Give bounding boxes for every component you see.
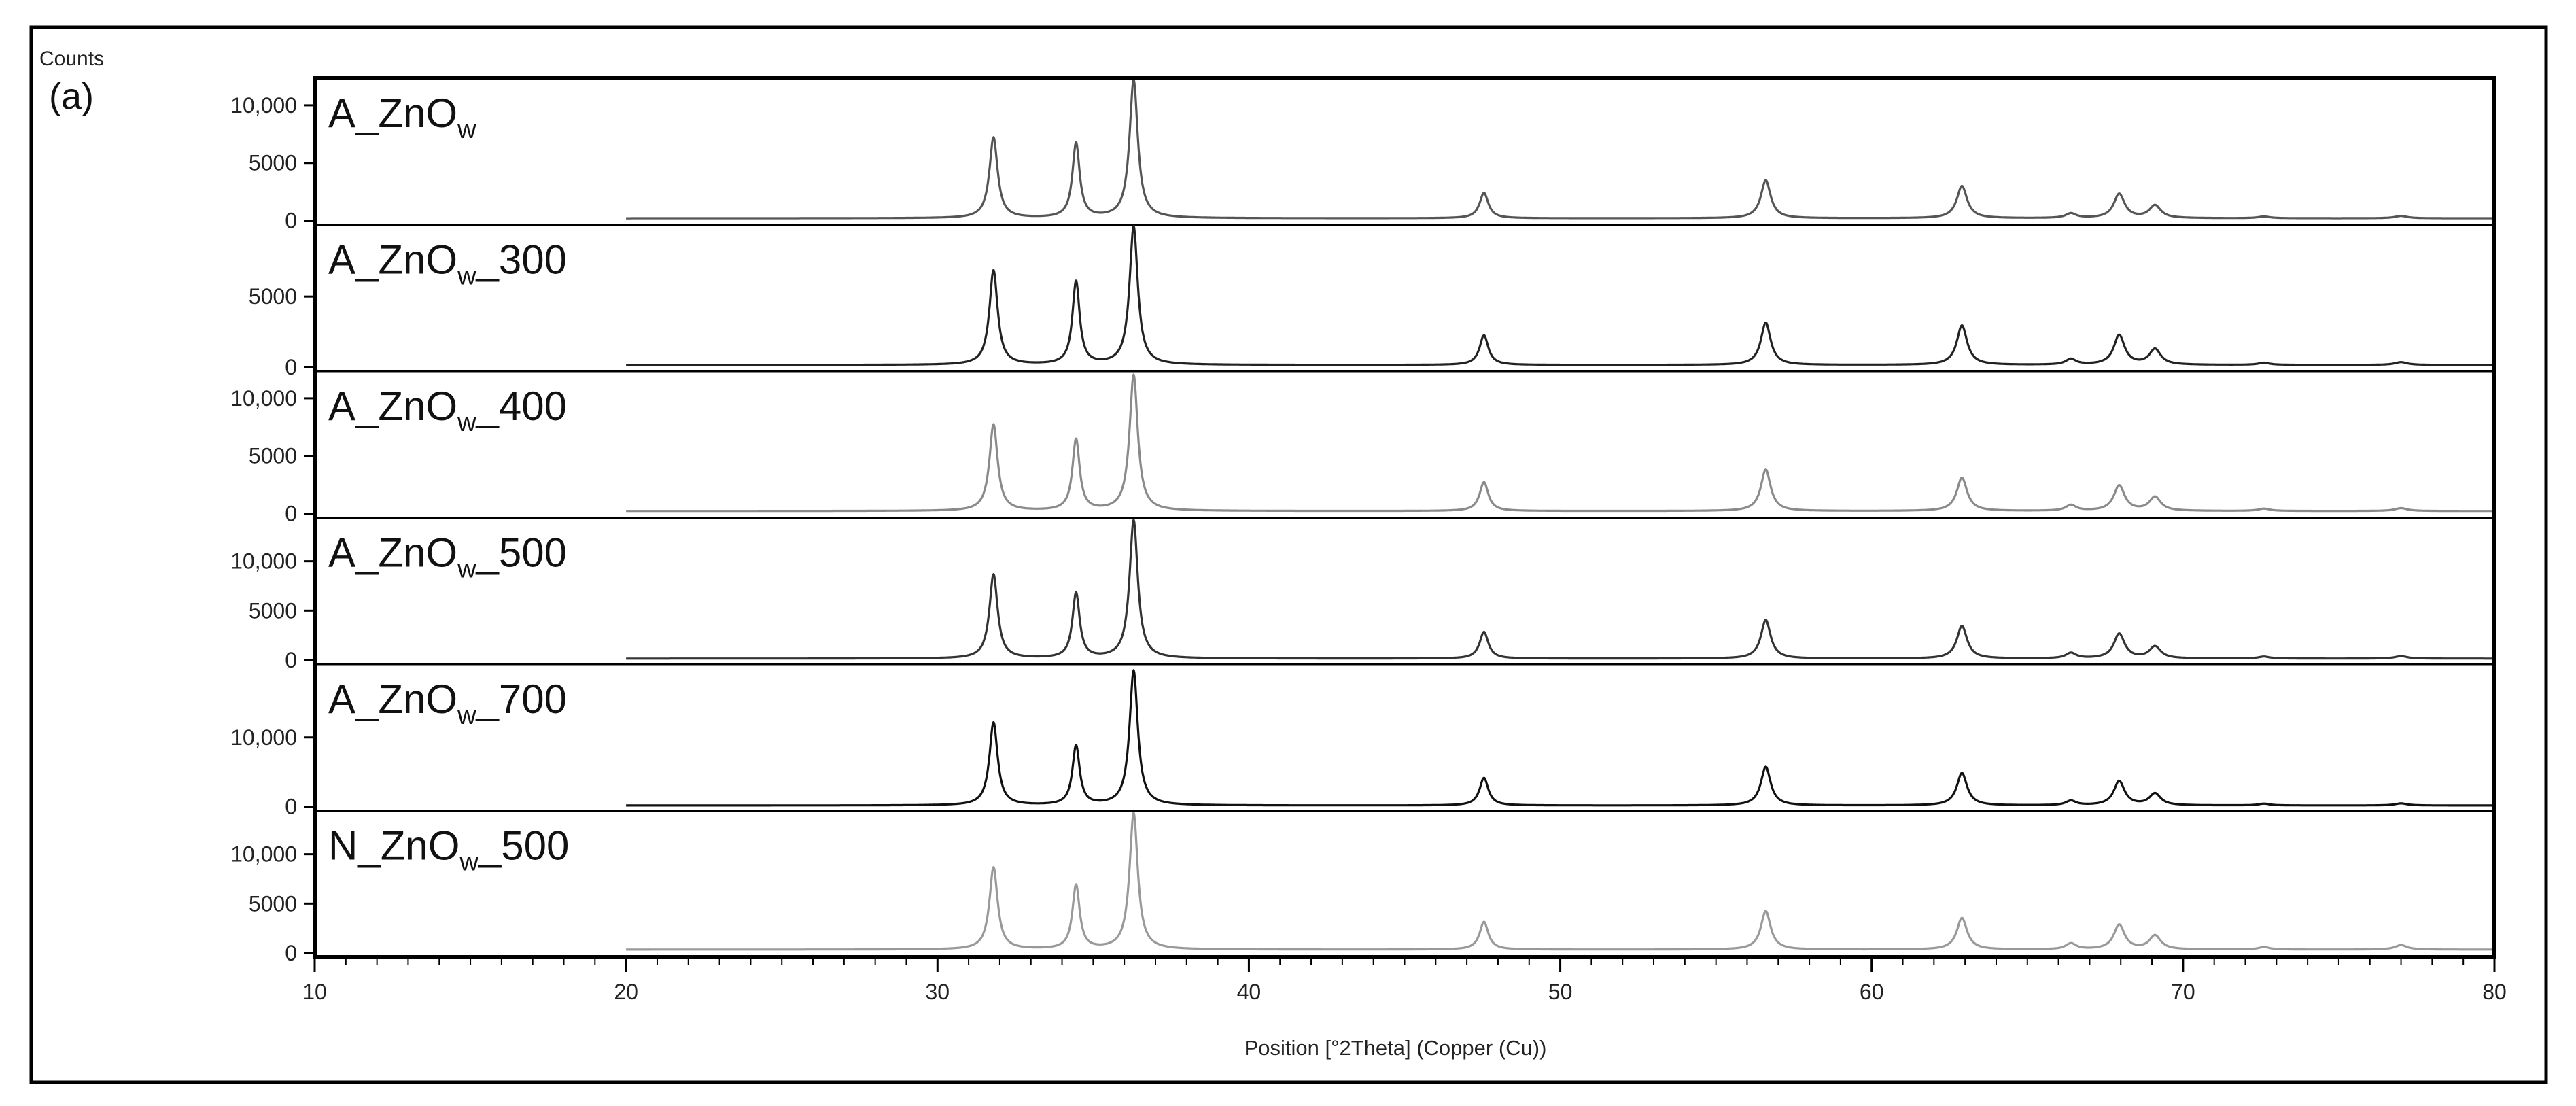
x-tick-label: 10 [302, 980, 327, 1004]
panel-6: 0 5000 10,000 N_ZnOw_500 [230, 810, 2495, 965]
x-tick-label: 30 [925, 980, 950, 1004]
y-tick-label: 10,000 [230, 549, 297, 574]
y-tick-label: 5000 [249, 444, 297, 468]
y-tick-label: 0 [285, 502, 297, 526]
y-tick-label: 5000 [249, 284, 297, 309]
diffraction-pattern-line [625, 812, 2495, 951]
x-tick-label: 80 [2482, 980, 2507, 1004]
series-label: A_ZnOw [328, 90, 476, 144]
series-label: A_ZnOw_500 [328, 530, 567, 584]
y-tick-label: 5000 [249, 891, 297, 916]
diffraction-pattern-line [625, 224, 2495, 366]
x-tick-label: 40 [1237, 980, 1261, 1004]
x-axis-label: Position [°2Theta] (Copper (Cu)) [1245, 1036, 1547, 1060]
x-tick-label: 20 [614, 980, 638, 1004]
diffraction-pattern-line [625, 669, 2495, 807]
y-tick-label: 0 [285, 209, 297, 233]
y-tick-label: 10,000 [230, 842, 297, 867]
panel-label: (a) [49, 76, 94, 117]
plot-frame [313, 76, 2496, 959]
diffraction-pattern-line [625, 373, 2495, 513]
series-label: N_ZnOw_500 [328, 823, 569, 877]
series-label: A_ZnOw_700 [328, 676, 567, 730]
panel-5: 0 10,000 A_ZnOw_700 [230, 663, 2495, 819]
y-tick-label: 0 [285, 795, 297, 819]
series-label: A_ZnOw_400 [328, 383, 567, 437]
y-tick-label: 10,000 [230, 386, 297, 411]
y-tick-label: 0 [285, 941, 297, 965]
y-tick-label: 5000 [249, 151, 297, 175]
x-tick-label: 50 [1548, 980, 1573, 1004]
panel-1: 0 5000 10,000 A_ZnOw [230, 78, 2495, 233]
y-tick-label: 10,000 [230, 93, 297, 118]
y-tick-label: 10,000 [230, 725, 297, 750]
y-axis-label: Counts [39, 48, 104, 70]
panel-4: 0 5000 10,000 A_ZnOw_500 [230, 517, 2495, 672]
panel-2: 0 5000 A_ZnOw_300 [249, 224, 2495, 379]
diffraction-pattern-line [625, 78, 2495, 220]
y-tick-label: 5000 [249, 598, 297, 623]
figure-frame [29, 25, 2548, 1084]
series-label: A_ZnOw_300 [328, 237, 567, 291]
x-tick-label: 60 [1860, 980, 1884, 1004]
panels-layer: 0 5000 10,000 A_ZnOw 0 5000 A_ZnOw_300 0 5000 10,… [230, 78, 2495, 965]
x-axis: 10 20 30 40 50 60 70 80 [302, 957, 2507, 1004]
x-tick-label: 70 [2171, 980, 2195, 1004]
y-tick-label: 0 [285, 355, 297, 379]
diffraction-pattern-line [625, 519, 2495, 660]
y-tick-label: 0 [285, 648, 297, 672]
panel-3: 0 5000 10,000 A_ZnOw_400 [230, 370, 2495, 526]
